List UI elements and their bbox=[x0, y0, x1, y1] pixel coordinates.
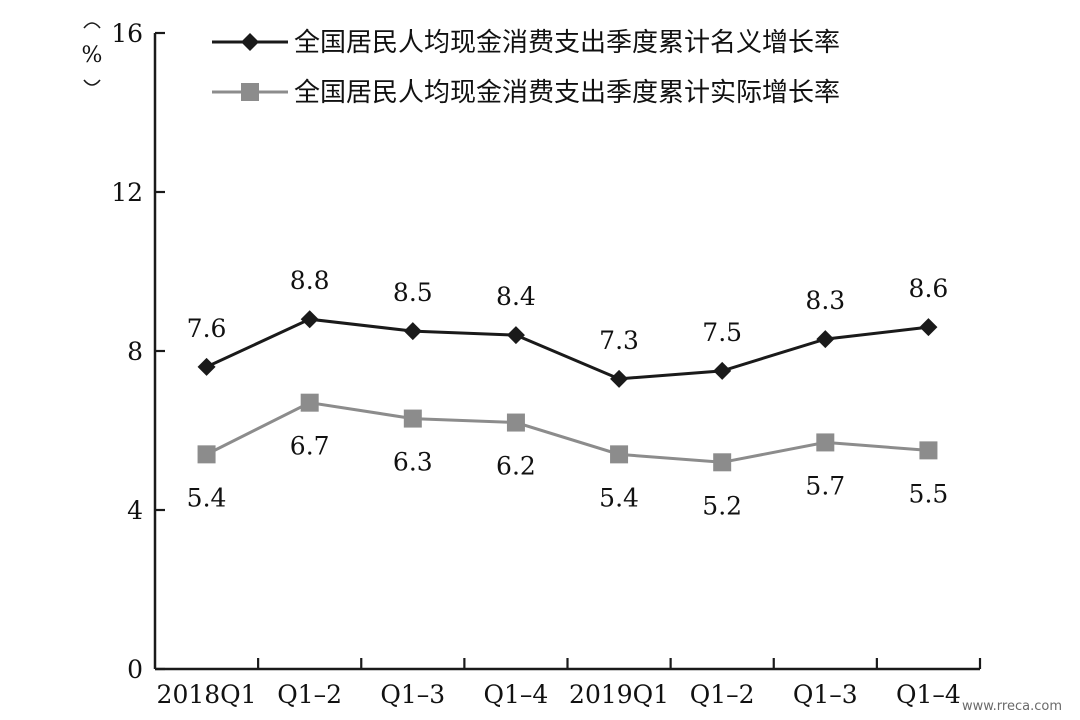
y-tick-label: 8 bbox=[127, 337, 143, 366]
x-tick-label: Q1–4 bbox=[484, 680, 549, 709]
series-2 bbox=[197, 393, 938, 472]
legend-marker bbox=[241, 33, 259, 51]
data-point bbox=[610, 369, 629, 388]
x-tick-label: Q1–4 bbox=[896, 680, 961, 709]
data-label: 7.6 bbox=[187, 314, 227, 343]
data-label: 5.4 bbox=[187, 483, 227, 512]
data-point bbox=[403, 322, 422, 341]
legend: 全国居民人均现金消费支出季度累计名义增长率全国居民人均现金消费支出季度累计实际增… bbox=[212, 28, 840, 108]
data-label: 8.3 bbox=[805, 286, 845, 315]
data-label: 6.2 bbox=[496, 452, 536, 481]
data-label: 6.7 bbox=[290, 432, 330, 461]
data-point bbox=[919, 441, 938, 460]
data-label: 7.3 bbox=[599, 326, 639, 355]
data-label: 6.3 bbox=[393, 448, 433, 477]
data-label: 5.7 bbox=[805, 471, 845, 500]
data-label: 5.4 bbox=[599, 483, 639, 512]
data-point bbox=[197, 357, 216, 376]
data-label: 5.2 bbox=[702, 491, 742, 520]
series-line bbox=[205, 401, 929, 464]
x-tick-label: 2018Q1 bbox=[157, 680, 257, 709]
data-point bbox=[300, 393, 319, 412]
unit-bracket-top bbox=[83, 22, 101, 29]
data-label: 5.5 bbox=[909, 479, 949, 508]
series-layer bbox=[197, 310, 938, 472]
data-label: 8.4 bbox=[496, 282, 536, 311]
data-point bbox=[197, 445, 216, 464]
data-label: 8.6 bbox=[909, 274, 949, 303]
x-tick-label: 2019Q1 bbox=[569, 680, 669, 709]
legend-label: 全国居民人均现金消费支出季度累计实际增长率 bbox=[294, 78, 840, 108]
data-point bbox=[610, 445, 629, 464]
y-ticks: 0 4 8 12 16 bbox=[111, 19, 165, 684]
x-tick-label: Q1–2 bbox=[277, 680, 342, 709]
data-label: 8.8 bbox=[290, 266, 330, 295]
x-tick-label: Q1–3 bbox=[380, 680, 445, 709]
legend-label: 全国居民人均现金消费支出季度累计名义增长率 bbox=[294, 28, 840, 58]
data-label: 7.5 bbox=[702, 318, 742, 347]
y-tick-label: 0 bbox=[127, 655, 143, 684]
unit-bracket-bottom bbox=[83, 79, 101, 86]
legend-item-2: 全国居民人均现金消费支出季度累计实际增长率 bbox=[212, 78, 840, 108]
series-1 bbox=[197, 310, 938, 388]
data-label: 8.5 bbox=[393, 278, 433, 307]
watermark: www.rreca.com bbox=[961, 699, 1062, 714]
y-tick-label: 12 bbox=[111, 178, 143, 207]
data-point bbox=[506, 326, 525, 345]
data-point bbox=[816, 433, 835, 452]
x-ticks: 2018Q1 Q1–2 Q1–3 Q1–4 2019Q1 Q1–2 Q1–3 Q1–4 bbox=[157, 658, 982, 709]
legend-marker bbox=[241, 83, 259, 101]
data-point bbox=[816, 330, 835, 349]
series-line bbox=[205, 317, 929, 381]
y-tick-label: 16 bbox=[111, 19, 143, 48]
data-point bbox=[403, 409, 422, 428]
data-point bbox=[713, 453, 732, 472]
x-tick-label: Q1–2 bbox=[690, 680, 755, 709]
y-axis-unit: % bbox=[82, 43, 103, 68]
legend-item-1: 全国居民人均现金消费支出季度累计名义增长率 bbox=[212, 28, 840, 58]
y-tick-label: 4 bbox=[127, 496, 143, 525]
axes bbox=[153, 33, 980, 671]
data-point bbox=[919, 318, 938, 337]
y-unit-label: % bbox=[82, 22, 103, 86]
data-point bbox=[300, 310, 319, 329]
data-point bbox=[506, 413, 525, 432]
data-labels: 7.6 8.8 8.5 8.4 7.3 7.5 8.3 8.6 5.4 6.7 6.3 6.2 5.4 5… bbox=[187, 266, 949, 520]
x-tick-label: Q1–3 bbox=[793, 680, 858, 709]
data-point bbox=[713, 361, 732, 380]
